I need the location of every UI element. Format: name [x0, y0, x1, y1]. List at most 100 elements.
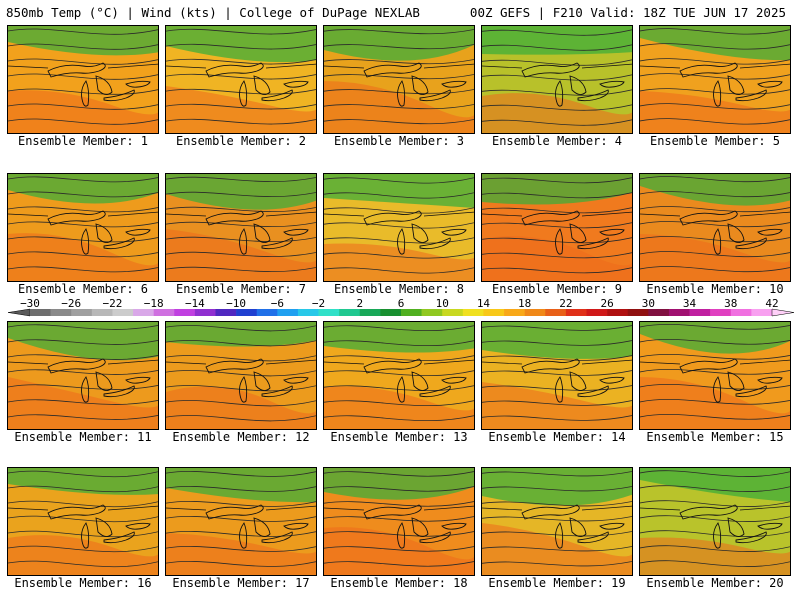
wind-streamline	[640, 338, 790, 345]
colorbar-tick-label: 10	[435, 297, 449, 310]
wind-streamline	[8, 470, 158, 478]
colorbar-left-arrow	[7, 308, 31, 317]
temperature-map	[640, 468, 790, 575]
wind-streamline	[640, 28, 790, 35]
ensemble-panel	[7, 173, 159, 282]
wind-streamline	[482, 74, 632, 81]
wind-streamline	[640, 176, 790, 183]
colorbar-tick-label: 38	[724, 297, 738, 310]
wind-streamline	[8, 88, 158, 95]
wind-streamline	[640, 206, 790, 213]
ensemble-panel	[323, 25, 475, 134]
state-border	[640, 63, 790, 69]
wind-streamline	[324, 370, 474, 377]
wind-streamline	[640, 530, 790, 537]
state-border	[324, 505, 474, 511]
great-lakes-outline	[47, 504, 151, 549]
wind-streamline	[640, 560, 790, 567]
ensemble-panel	[165, 321, 317, 430]
wind-streamline	[640, 58, 790, 65]
wind-streamline	[8, 354, 158, 360]
temperature-map	[8, 26, 158, 133]
ensemble-panel	[165, 173, 317, 282]
wind-streamline	[324, 486, 474, 492]
ensemble-panel	[7, 25, 159, 134]
model-run-label: 00Z GEFS | F210 Valid: 18Z TUE JUN 17 20…	[469, 5, 786, 20]
wind-streamline	[482, 500, 632, 507]
temperature-map	[166, 26, 316, 133]
colorbar-swatch	[297, 309, 319, 316]
wind-streamline	[324, 28, 474, 35]
wind-streamline	[166, 340, 316, 347]
ensemble-panel	[7, 321, 159, 430]
wind-streamline	[640, 413, 790, 420]
wind-streamline	[166, 221, 316, 228]
wind-streamline	[482, 207, 632, 214]
great-lakes-outline	[363, 210, 467, 255]
wind-streamline	[166, 118, 316, 125]
wind-streamline	[640, 470, 790, 477]
colorbar-tick-label: 22	[559, 297, 573, 310]
wind-streamline	[324, 400, 474, 407]
wind-streamline	[324, 118, 474, 125]
wind-streamline	[324, 385, 474, 392]
ensemble-member-label: Ensemble Member: 9	[491, 282, 623, 296]
ensemble-member-label: Ensemble Member: 1	[17, 134, 149, 148]
ensemble-panel	[639, 467, 791, 576]
wind-streamline	[324, 222, 474, 229]
colorbar-swatch	[710, 309, 732, 316]
wind-streamline	[8, 560, 158, 568]
colorbar-swatch	[648, 309, 670, 316]
wind-streamline	[482, 560, 632, 567]
ensemble-member-label: Ensemble Member: 19	[488, 576, 626, 590]
wind-streamline	[324, 88, 474, 95]
colorbar-tick-label: −10	[226, 297, 247, 310]
ensemble-member-label: Ensemble Member: 10	[646, 282, 784, 296]
wind-streamline	[166, 73, 316, 80]
ensemble-member-label: Ensemble Member: 3	[333, 134, 465, 148]
colorbar-swatch	[462, 309, 484, 316]
wind-streamline	[640, 398, 790, 405]
ensemble-member-label: Ensemble Member: 8	[333, 282, 465, 296]
wind-streamline	[482, 470, 632, 477]
wind-streamline	[482, 530, 632, 537]
wind-streamline	[324, 237, 474, 244]
ensemble-member-label: Ensemble Member: 14	[488, 430, 626, 444]
wind-streamline	[166, 206, 316, 213]
wind-streamline	[640, 221, 790, 228]
colorbar-swatch	[91, 309, 113, 316]
great-lakes-outline	[521, 210, 625, 255]
state-border	[166, 359, 316, 365]
temperature-map	[166, 322, 316, 429]
wind-streamline	[8, 73, 158, 80]
wind-streamline	[324, 325, 474, 332]
colorbar-swatch	[359, 309, 381, 316]
great-lakes-outline	[205, 62, 309, 107]
chart-title: 850mb Temp (°C) | Wind (kts) | College o…	[6, 5, 420, 20]
temperature-map	[482, 322, 632, 429]
wind-streamline	[640, 73, 790, 80]
ensemble-member-label: Ensemble Member: 11	[14, 430, 152, 444]
ensemble-panel	[481, 321, 633, 430]
wind-streamline	[166, 43, 316, 50]
wind-streamline	[482, 89, 632, 96]
ensemble-panel	[639, 173, 791, 282]
wind-streamline	[324, 207, 474, 214]
ensemble-member-label: Ensemble Member: 4	[491, 134, 623, 148]
wind-streamline	[482, 340, 632, 346]
colorbar-tick-label: −30	[20, 297, 40, 310]
wind-streamline	[8, 515, 158, 523]
wind-streamline	[640, 515, 790, 522]
great-lakes-outline	[679, 504, 783, 549]
wind-streamline	[166, 500, 316, 507]
state-border	[640, 505, 790, 511]
wind-streamline	[166, 530, 316, 537]
ensemble-member-label: Ensemble Member: 2	[175, 134, 307, 148]
wind-streamline	[640, 236, 790, 243]
colorbar-swatch	[236, 309, 258, 316]
temperature-map	[8, 174, 158, 281]
wind-streamline	[166, 266, 316, 273]
ensemble-member-label: Ensemble Member: 7	[175, 282, 307, 296]
wind-streamline	[324, 267, 474, 274]
state-border	[8, 359, 158, 365]
